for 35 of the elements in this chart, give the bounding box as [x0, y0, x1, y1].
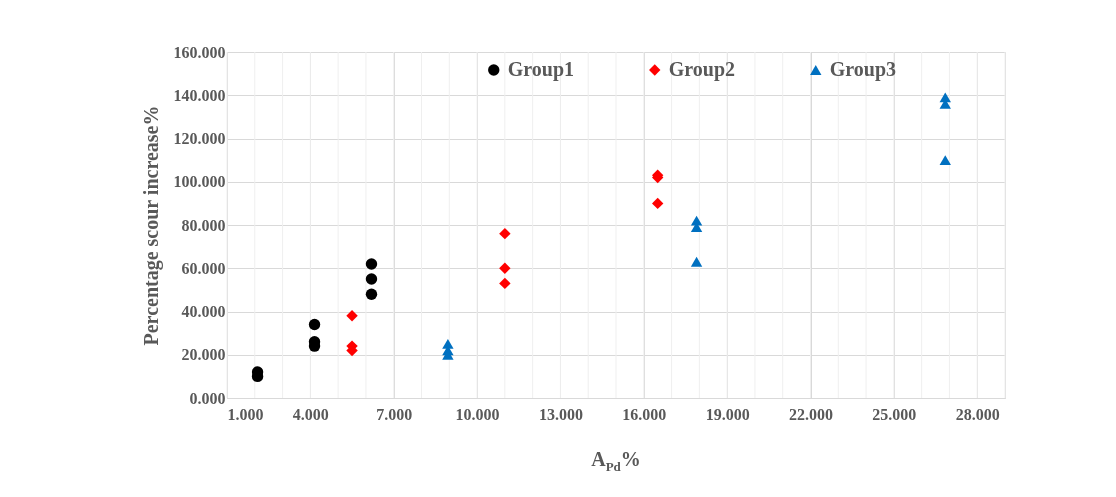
point	[690, 256, 703, 267]
y-tick-label: 100.000	[173, 173, 226, 191]
y-tick-label: 40.000	[181, 303, 226, 320]
x-tick-label: 19.000	[705, 405, 750, 423]
y-tick-label: 160.000	[173, 43, 226, 61]
x-tick-label: 7.000	[376, 405, 413, 423]
point	[308, 318, 321, 331]
y-tick-label: 80.000	[181, 216, 226, 234]
x-tick-label: 28.000	[955, 405, 1000, 423]
x-tick-label: 22.000	[789, 405, 833, 423]
point	[346, 310, 358, 322]
legend-label: Group2	[668, 58, 736, 81]
point	[651, 197, 664, 210]
x-tick-label: 1.000	[227, 405, 264, 423]
y-axis-title: Percentage scour increase%	[139, 105, 163, 346]
y-tick-label: 0.000	[189, 389, 226, 407]
point	[365, 273, 378, 285]
point	[499, 277, 511, 290]
x-tick-label: 16.000	[622, 405, 667, 423]
y-tick-label: 120.000	[173, 130, 226, 147]
point	[939, 155, 951, 166]
y-tick-label: 140.000	[173, 86, 226, 104]
x-axis-title: A$_{Pd}$%	[590, 448, 642, 475]
legend-label: Group1	[507, 58, 575, 81]
point	[499, 227, 511, 240]
y-tick-label: 60.000	[181, 259, 226, 277]
point	[365, 258, 378, 270]
y-tick-label: 20.000	[181, 346, 226, 364]
legend-label: Group3	[829, 58, 897, 81]
x-tick-label: 10.000	[455, 405, 500, 423]
x-tick-label: 4.000	[292, 405, 329, 423]
point	[365, 288, 378, 300]
x-tick-label: 13.000	[538, 405, 583, 423]
point	[499, 262, 511, 274]
x-tick-label: 25.000	[872, 405, 917, 423]
